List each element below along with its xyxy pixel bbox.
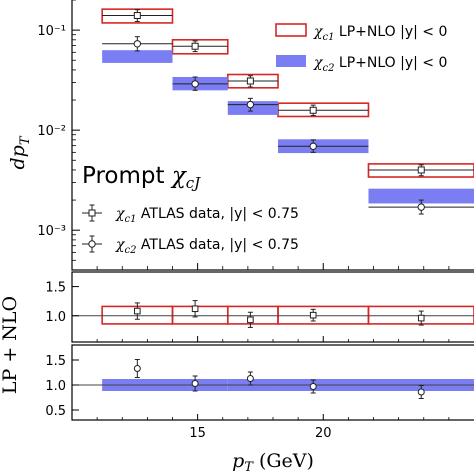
data-point-2-4-marker bbox=[309, 142, 317, 150]
x-axis: 15 20 bbox=[96, 263, 450, 441]
data-point-2-5-marker bbox=[417, 203, 425, 211]
data-point-2-5 bbox=[368, 199, 474, 215]
ratio-point-2-4 bbox=[309, 379, 317, 394]
ratio-point-marker bbox=[246, 375, 254, 382]
theory-band-2-bin-5 bbox=[368, 188, 474, 204]
data-point-1-4-marker bbox=[309, 106, 317, 114]
ratio-band-1-bin-2 bbox=[171, 305, 229, 325]
ratio-point-marker bbox=[191, 305, 199, 313]
ratio-panel-c1: 1.5 1.0 bbox=[45, 271, 474, 343]
ratio-band-1-bin-4 bbox=[277, 305, 370, 325]
legend-label-theory-1: χc1 LP+NLO |y| < 0 bbox=[313, 24, 447, 43]
theory-band-2-bin-1 bbox=[102, 50, 173, 63]
ratio-point-2-1 bbox=[133, 359, 141, 378]
legend-label-data-2: χc2 ATLAS data, |y| < 0.75 bbox=[115, 237, 299, 256]
data-point-2-2 bbox=[172, 76, 228, 91]
ratio-point-marker bbox=[133, 365, 141, 372]
ratio-y-tick-label-1-2: 1.0 bbox=[45, 310, 66, 325]
ratio-y-tick-label-2-1: 1.5 bbox=[45, 354, 66, 369]
legend-swatch-theory-2 bbox=[276, 55, 306, 67]
ratio-y-tick-label-2-2: 1.0 bbox=[45, 379, 66, 394]
data-point-1-3 bbox=[227, 75, 279, 88]
ratio-point-1-3 bbox=[247, 311, 254, 328]
x-axis-label: pT (GeV) bbox=[232, 450, 314, 474]
axis-labels: pT (GeV) dpT LP + NLO bbox=[0, 135, 314, 474]
legend-marker-data-1 bbox=[82, 204, 102, 222]
data-point-1-4 bbox=[278, 104, 369, 117]
x-tick-label-1: 15 bbox=[189, 426, 206, 441]
main-y-tick-label-1: 10⁻¹ bbox=[37, 24, 66, 39]
ratio-frame-2 bbox=[71, 344, 474, 421]
data-point-1-3-marker bbox=[246, 77, 254, 85]
data-point-1-1-marker bbox=[133, 11, 141, 19]
ratio-frame-1 bbox=[71, 271, 474, 343]
legend-label-theory-2: χc2 LP+NLO |y| < 0 bbox=[313, 55, 447, 74]
legend-marker-data-2-marker bbox=[88, 240, 96, 248]
ratio-point-marker bbox=[417, 388, 425, 396]
ratio-point-1-5 bbox=[417, 310, 425, 326]
ratio-point-2-3 bbox=[246, 371, 254, 386]
ratio-y-axis-label: LP + NLO bbox=[0, 296, 21, 394]
legend-label-data-1: χc1 ATLAS data, |y| < 0.75 bbox=[115, 206, 299, 225]
legend-swatch-theory-1 bbox=[275, 23, 307, 37]
data-point-1-2-marker bbox=[191, 42, 199, 50]
data-point-2-2-marker bbox=[191, 80, 199, 88]
data-point-1-2 bbox=[172, 40, 228, 53]
ratio-y-tick-label-1-1: 1.5 bbox=[45, 281, 66, 296]
data-point-2-3 bbox=[227, 97, 279, 112]
data-point-2-1-marker bbox=[133, 40, 142, 48]
data-point-1-5 bbox=[368, 164, 474, 177]
ratio-point-1-4 bbox=[309, 308, 317, 322]
ratio-panel-c2: 1.5 1.0 0.5 bbox=[45, 344, 474, 421]
ratio-point-marker bbox=[191, 380, 199, 387]
ratio-point-2-2 bbox=[191, 375, 199, 392]
prompt-annotation: Prompt χcJ bbox=[82, 163, 201, 192]
main-y-tick-label-3: 10⁻³ bbox=[37, 224, 66, 239]
data-point-2-1 bbox=[102, 36, 173, 52]
legend-marker-data-1-marker bbox=[88, 209, 96, 217]
theory-band-1-bin-1 bbox=[101, 8, 174, 24]
main-y-axis-label: dpT bbox=[7, 135, 33, 169]
data-point-1-1 bbox=[102, 9, 173, 22]
ratio-point-marker bbox=[247, 316, 254, 324]
ratio-point-marker bbox=[309, 311, 317, 319]
ratio-point-1-2 bbox=[191, 300, 199, 318]
ratio-point-marker bbox=[309, 383, 317, 390]
main-panel: 10⁻¹ 10⁻² 10⁻³ χc1 LP+NLO |y| < 0 χc2 LP+NLO… bbox=[37, 0, 474, 271]
legend-marker-data-2 bbox=[82, 235, 102, 253]
ratio-y-tick-label-2-3: 0.5 bbox=[45, 404, 66, 419]
x-tick-label-2: 20 bbox=[315, 426, 332, 441]
main-y-tick-label-2: 10⁻² bbox=[37, 124, 66, 139]
main-frame bbox=[71, 0, 474, 271]
ratio-point-marker bbox=[417, 314, 425, 322]
data-point-2-3-marker bbox=[246, 100, 255, 109]
data-point-2-4 bbox=[278, 139, 369, 153]
data-point-1-5-marker bbox=[417, 166, 425, 174]
theory-band-1-bin-2 bbox=[171, 39, 229, 55]
ratio-point-marker bbox=[134, 307, 141, 315]
ratio-point-1-1 bbox=[134, 302, 141, 320]
ratio-point-2-5 bbox=[417, 385, 425, 399]
